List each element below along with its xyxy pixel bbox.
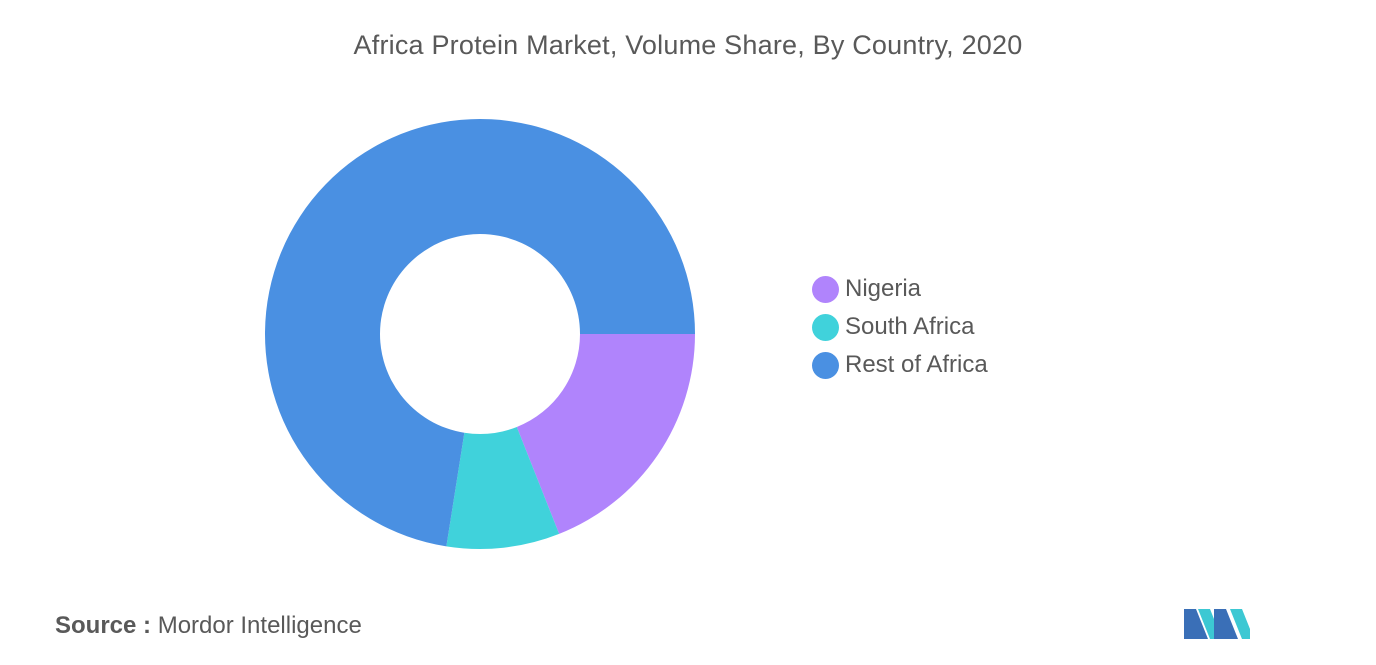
- legend-label-rest-of-africa: Rest of Africa: [845, 351, 988, 378]
- legend-swatch-nigeria: [812, 275, 839, 303]
- source-note: Source : Mordor Intelligence: [55, 612, 362, 640]
- legend-item-nigeria: Nigeria: [812, 270, 988, 308]
- legend-swatch-rest-of-africa: [812, 351, 839, 379]
- donut-slice-south-africa: [446, 426, 560, 549]
- legend-item-rest-of-africa: Rest of Africa: [812, 346, 988, 384]
- legend-label-nigeria: Nigeria: [845, 275, 922, 302]
- legend-swatch-south-africa: [812, 313, 839, 341]
- source-value: Mordor Intelligence: [157, 612, 362, 639]
- mordor-intelligence-logo-icon: [1184, 609, 1250, 639]
- chart-title: Africa Protein Market, Volume Share, By …: [353, 30, 1023, 60]
- legend-item-south-africa: South Africa: [812, 308, 988, 346]
- source-key: Source :: [55, 612, 152, 639]
- donut-slice-rest-of-africa: [264, 118, 695, 547]
- chart-legend: Nigeria South Africa Rest of Africa: [812, 270, 988, 384]
- donut-slice-nigeria: [516, 334, 695, 534]
- legend-label-south-africa: South Africa: [845, 313, 975, 340]
